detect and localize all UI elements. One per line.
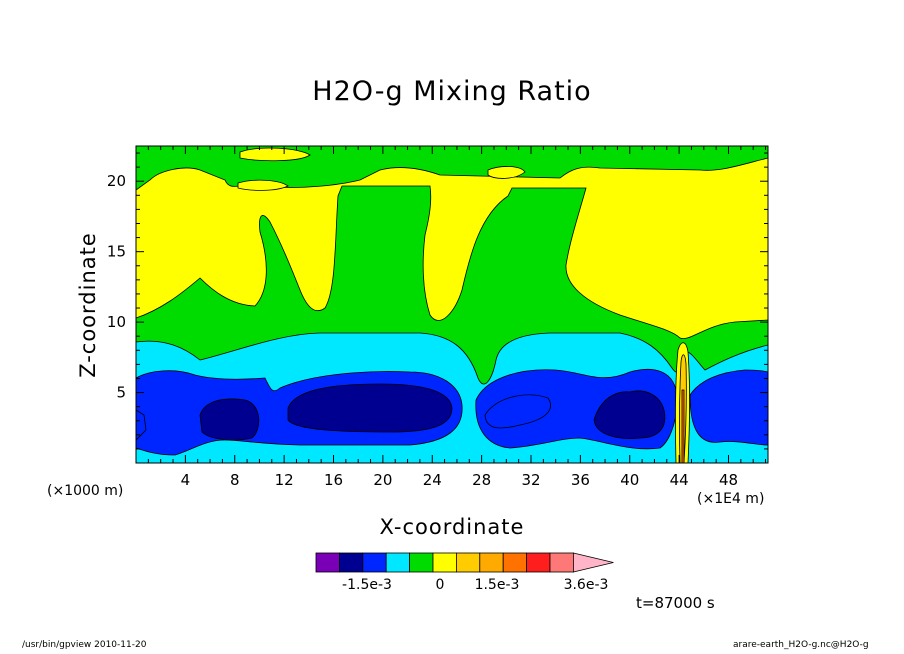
region-blue-right-b	[689, 369, 768, 446]
region-darkblue-c	[593, 390, 666, 439]
plot-frame	[135, 145, 769, 464]
colorbar-swatch	[432, 552, 457, 573]
x-tick-label: 44	[670, 471, 689, 489]
colorbar-arrow	[573, 552, 614, 573]
colorbar-label: 3.6e-3	[564, 577, 609, 593]
x-tick-label: 40	[620, 471, 639, 489]
colorbar-labels: -1.5e-3 0 1.5e-3 3.6e-3	[342, 577, 608, 593]
x-axis-label: X-coordinate	[379, 515, 525, 539]
colorbar-swatch	[455, 552, 481, 573]
region-blue-inner	[484, 394, 551, 429]
colorbar-swatch	[549, 552, 574, 573]
x-tick-label: 48	[719, 471, 738, 489]
x-tick-label: 28	[472, 471, 491, 489]
x-scale-label: (×1E4 m)	[697, 491, 765, 507]
footer-right: arare-earth_H2O-g.nc@H2O-g	[733, 640, 869, 650]
colorbar-swatch	[502, 552, 528, 573]
x-tick-label: 8	[230, 471, 240, 489]
colorbar-label: -1.5e-3	[342, 577, 392, 593]
x-unit-label: (×1000 m)	[47, 483, 124, 499]
region-blue-left-edge	[136, 409, 147, 441]
chart-title: H2O-g Mixing Ratio	[312, 76, 592, 107]
time-label: t=87000 s	[636, 594, 715, 612]
colorbar-label: 1.5e-3	[475, 577, 520, 593]
colorbar	[315, 552, 614, 573]
colorbar-swatch	[338, 552, 364, 573]
x-tick-label: 32	[521, 471, 540, 489]
region-yellow-patch-b	[237, 179, 289, 191]
x-tick-label: 24	[423, 471, 442, 489]
region-yellow-patch-c	[487, 166, 526, 179]
colorbar-swatch	[479, 552, 504, 573]
y-axis-label: Z-coordinate	[76, 232, 100, 378]
y-tick-label: 10	[107, 313, 126, 331]
y-tick-label: 20	[107, 172, 126, 190]
region-darkblue-a	[199, 398, 260, 441]
x-tick-label: 4	[181, 471, 191, 489]
colorbar-swatch	[409, 552, 434, 573]
colorbar-swatch	[385, 552, 411, 573]
x-tick-label: 36	[571, 471, 590, 489]
colorbar-swatch	[362, 552, 387, 573]
region-yellow-patch-a	[239, 147, 311, 162]
region-spike-red	[681, 389, 685, 463]
region-darkblue-b	[287, 383, 453, 433]
y-tick-label: 5	[116, 384, 126, 402]
axis-ticks	[136, 146, 768, 463]
colorbar-label: 0	[436, 577, 445, 593]
y-tick-label: 15	[107, 243, 126, 261]
x-tick-label: 16	[324, 471, 343, 489]
colorbar-swatch	[315, 552, 340, 573]
x-tick-label: 12	[275, 471, 294, 489]
footer-left: /usr/bin/gpview 2010-11-20	[22, 640, 147, 650]
x-tick-label: 20	[373, 471, 392, 489]
colorbar-swatch	[526, 552, 551, 573]
